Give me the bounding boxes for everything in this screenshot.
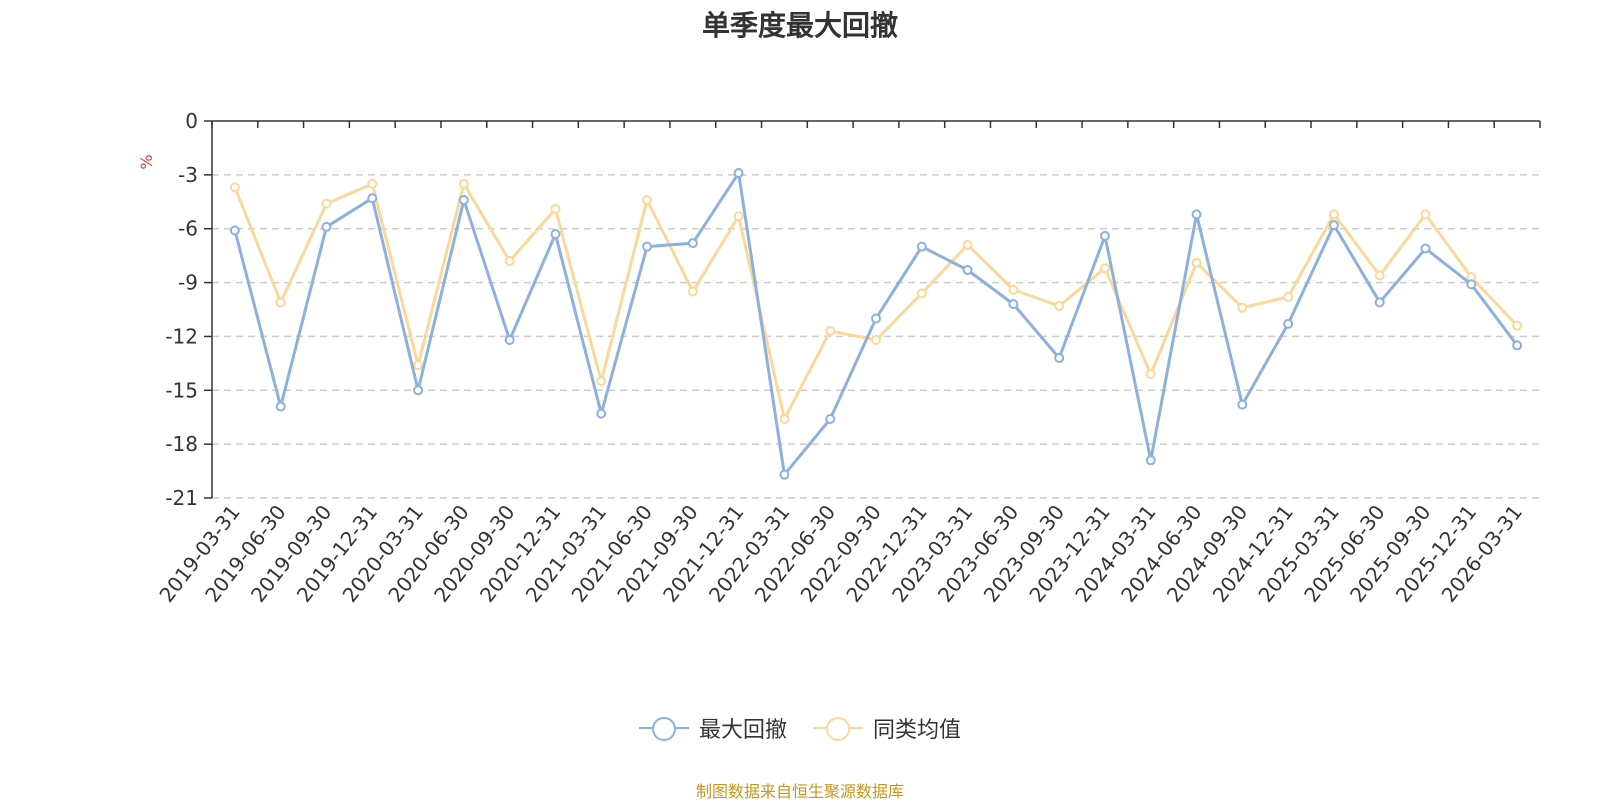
- data-point: [1237, 399, 1248, 410]
- data-point: [1328, 209, 1339, 220]
- data-point: [504, 335, 515, 346]
- data-point: [1191, 209, 1202, 220]
- data-point: [550, 203, 561, 214]
- data-point: [321, 198, 332, 209]
- data-point: [825, 326, 836, 337]
- data-point: [642, 194, 653, 205]
- legend-swatch-marker: [651, 717, 676, 741]
- data-point: [1283, 318, 1294, 329]
- legend-item[interactable]: 最大回撤: [638, 712, 787, 744]
- data-point: [229, 182, 240, 193]
- series-line: [233, 182, 1519, 421]
- data-point: [1099, 263, 1110, 274]
- axes: 0-3-6-9-12-15-18-21%2019-03-312019-06-30…: [137, 109, 1541, 607]
- data-point: [871, 335, 881, 346]
- y-tick-label: -18: [165, 432, 198, 456]
- y-tick-label: -15: [165, 378, 198, 402]
- chart-title: 单季度最大回撤: [701, 9, 898, 42]
- data-point: [1191, 257, 1202, 268]
- data-point: [687, 286, 698, 297]
- data-point: [1145, 455, 1156, 466]
- data-point: [1054, 352, 1065, 363]
- series-layer: [229, 168, 1523, 480]
- legend-item[interactable]: 同类均值: [813, 712, 961, 744]
- data-point: [1374, 297, 1385, 308]
- data-point: [275, 401, 286, 412]
- series-peer-average: [229, 178, 1523, 425]
- data-point: [779, 414, 790, 425]
- data-point: [275, 297, 286, 308]
- y-tick-label: -6: [178, 217, 198, 241]
- data-point: [1054, 300, 1065, 311]
- data-point: [1328, 220, 1339, 231]
- series-max-drawdown: [229, 168, 1523, 480]
- y-tick-label: -9: [178, 271, 198, 295]
- grid-lines: [212, 174, 1540, 499]
- data-point: [916, 288, 927, 299]
- data-point: [1283, 291, 1294, 302]
- y-tick-label: 0: [185, 109, 198, 133]
- data-point: [321, 221, 332, 232]
- y-tick-label: -21: [165, 486, 198, 510]
- data-point: [413, 385, 424, 396]
- y-tick-label: -12: [165, 324, 198, 348]
- data-point: [1237, 302, 1248, 313]
- data-point: [596, 376, 607, 387]
- y-tick-label: -3: [178, 163, 198, 187]
- data-point: [1099, 230, 1110, 241]
- data-point: [733, 168, 744, 179]
- data-point: [1008, 284, 1019, 295]
- data-point: [733, 211, 744, 222]
- legend-swatch: [638, 716, 689, 741]
- y-axis-label: %: [137, 154, 156, 169]
- data-point: [779, 469, 790, 480]
- data-point: [1512, 340, 1523, 351]
- data-point: [871, 313, 881, 324]
- data-point: [1420, 209, 1431, 220]
- data-point: [962, 239, 973, 250]
- data-point: [1466, 279, 1477, 290]
- legend-label: 同类均值: [873, 718, 962, 743]
- data-point: [916, 241, 927, 252]
- legend-label: 最大回撤: [698, 718, 787, 743]
- data-point: [367, 193, 378, 204]
- data-point: [962, 265, 973, 276]
- data-point: [504, 256, 515, 267]
- data-point: [825, 414, 836, 425]
- data-point: [1008, 299, 1019, 310]
- data-point: [413, 360, 424, 371]
- data-point: [687, 238, 698, 249]
- data-point: [642, 241, 653, 252]
- legend-swatch-marker: [826, 717, 850, 741]
- data-point: [596, 408, 607, 419]
- data-point: [1374, 270, 1385, 281]
- legend: 最大回撤 同类均值: [0, 712, 1600, 744]
- data-point: [367, 178, 378, 189]
- data-point: [458, 194, 469, 205]
- data-point: [1420, 243, 1431, 254]
- data-point: [550, 229, 561, 240]
- data-point: [1145, 369, 1156, 380]
- source-note: 制图数据来自恒生聚源数据库: [695, 782, 904, 801]
- data-point: [229, 225, 240, 236]
- data-point: [458, 178, 469, 189]
- data-point: [1512, 320, 1523, 331]
- legend-swatch: [813, 716, 863, 741]
